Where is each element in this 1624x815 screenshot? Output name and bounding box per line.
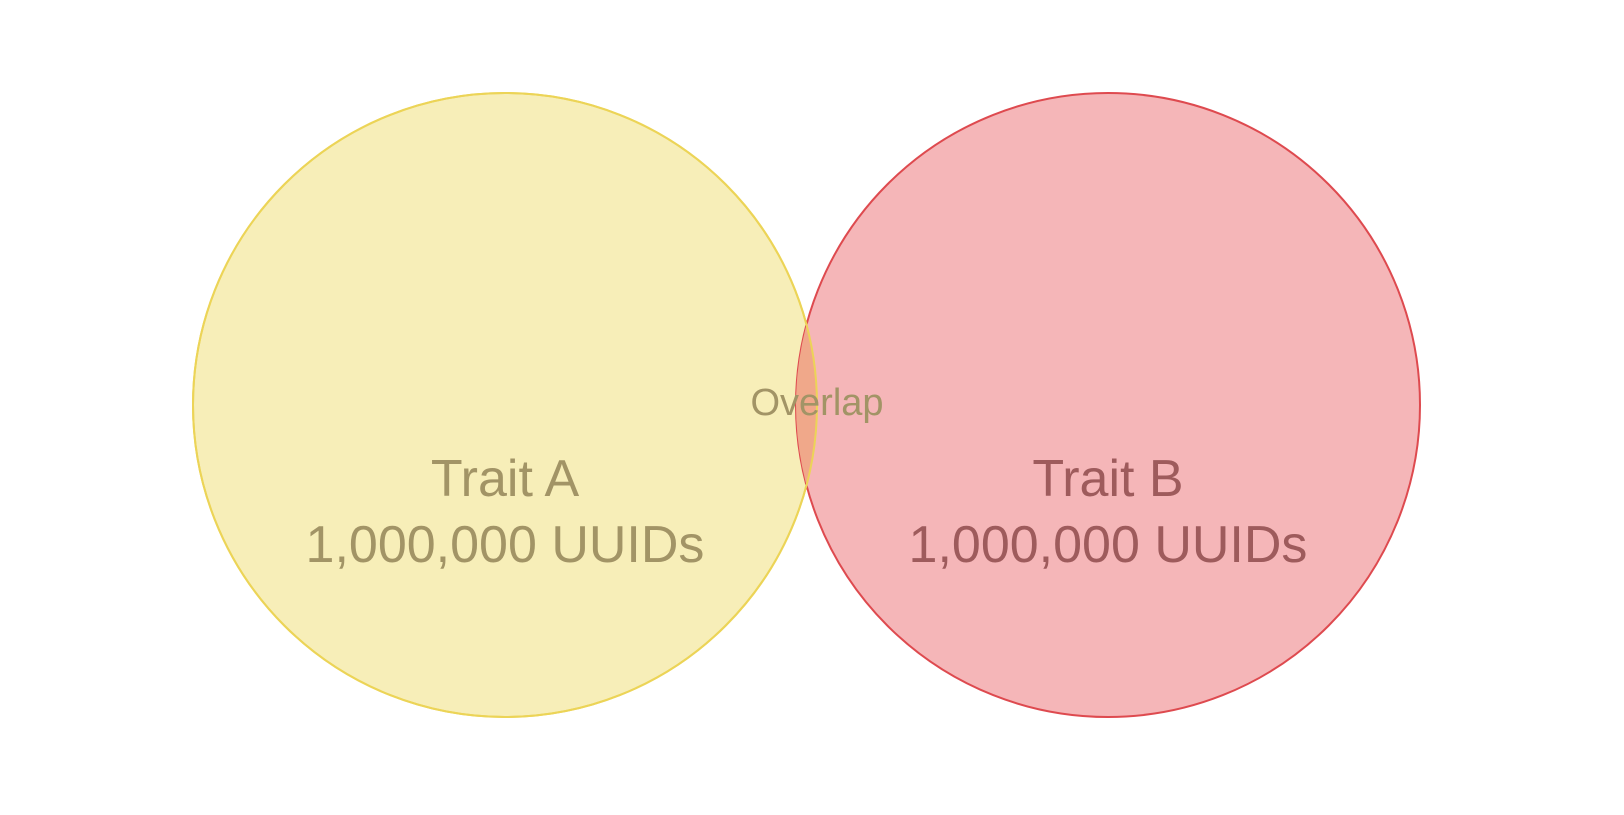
set-a-circle [192, 92, 818, 718]
set-a-outline [192, 92, 818, 718]
set-a-count: 1,000,000 UUIDs [306, 516, 705, 574]
set-b-count: 1,000,000 UUIDs [909, 516, 1308, 574]
set-b-circle [795, 92, 1421, 718]
overlap-label: Overlap [750, 382, 883, 424]
set-b-title: Trait B [1032, 450, 1183, 508]
set-a-title: Trait A [431, 450, 580, 508]
